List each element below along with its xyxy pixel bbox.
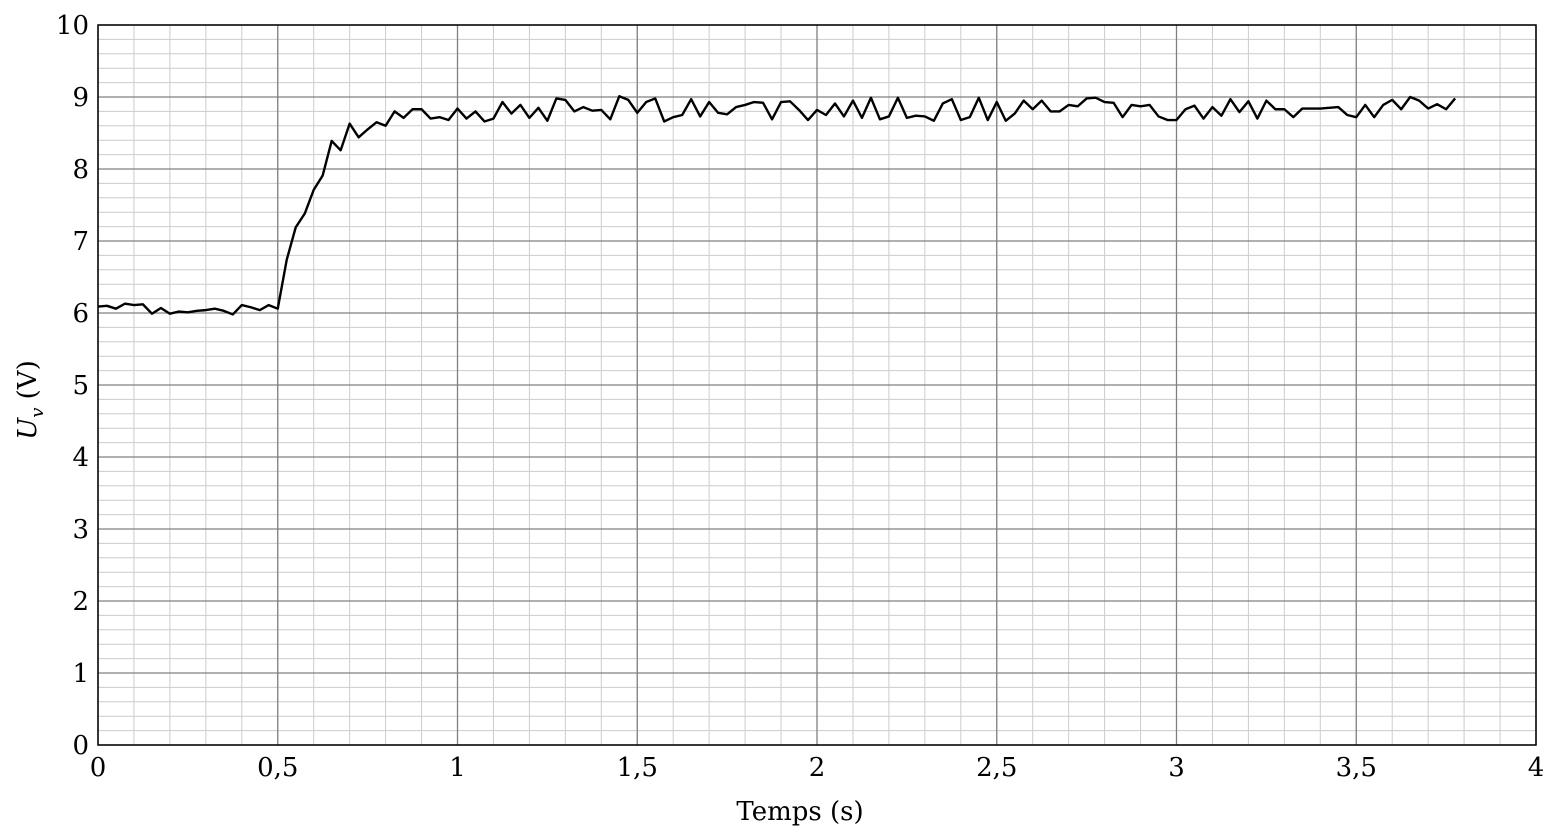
series-line xyxy=(97,95,1457,316)
x-tick-label: 0 xyxy=(90,753,107,783)
x-axis-label: Temps (s) xyxy=(736,797,863,827)
x-tick-label: 2,5 xyxy=(976,753,1017,783)
y-tick-label: 1 xyxy=(72,659,89,689)
y-tick-label: 6 xyxy=(72,299,89,329)
y-tick-label: 8 xyxy=(72,155,89,185)
x-tick-label: 3,5 xyxy=(1336,753,1377,783)
plot-frame xyxy=(97,24,1537,746)
x-tick-label: 1 xyxy=(449,753,466,783)
y-tick-label: 3 xyxy=(72,515,89,545)
y-tick-label: 10 xyxy=(56,11,89,41)
x-tick-label: 4 xyxy=(1528,753,1545,783)
x-tick-label: 3 xyxy=(1168,753,1185,783)
y-axis-ticks: 0 1 2 3 4 5 6 7 8 9 10 xyxy=(56,11,89,761)
y-tick-label: 2 xyxy=(72,587,89,617)
y-tick-label: 0 xyxy=(72,731,89,761)
y-axis-label: Uv (V) xyxy=(13,360,48,439)
x-tick-label: 0,5 xyxy=(257,753,298,783)
y-tick-label: 4 xyxy=(72,443,89,473)
y-tick-label: 7 xyxy=(72,227,89,257)
y-axis-symbol: U xyxy=(13,417,43,440)
y-axis-subscript: v xyxy=(27,408,48,418)
y-tick-label: 5 xyxy=(72,371,89,401)
y-tick-label: 9 xyxy=(72,83,89,113)
y-axis-unit: (V) xyxy=(13,360,43,407)
x-axis-ticks: 0 0,5 1 1,5 2 2,5 3 3,5 4 xyxy=(90,753,1545,783)
x-tick-label: 2 xyxy=(809,753,826,783)
x-tick-label: 1,5 xyxy=(617,753,658,783)
